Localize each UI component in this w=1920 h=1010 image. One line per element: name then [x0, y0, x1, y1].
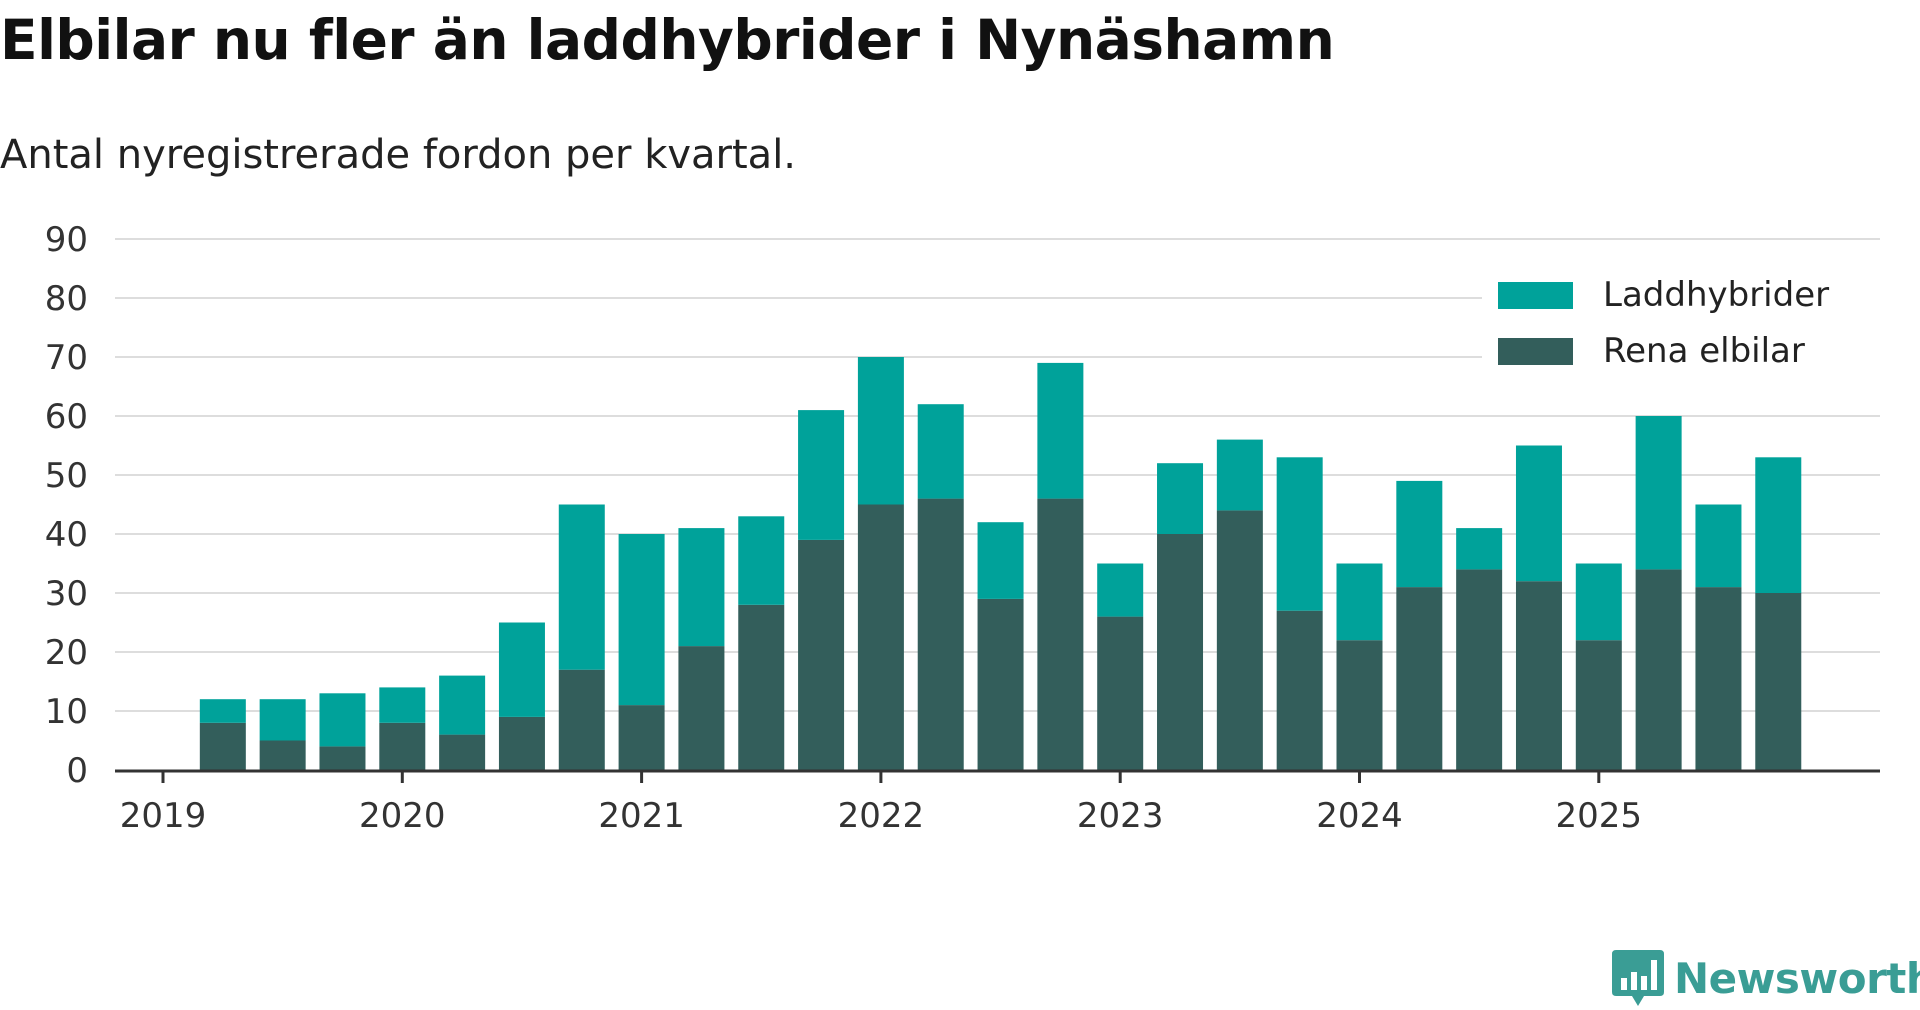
- x-axis: 2019 2020 2021 2022 2023 2024 2025: [115, 769, 1880, 836]
- bar-laddhybrider: [558, 504, 605, 670]
- bar-rena-elbilar: [1575, 640, 1622, 770]
- x-tick-label: 2024: [1316, 796, 1403, 836]
- y-tick-label: 30: [45, 574, 88, 614]
- x-tick-label: 2021: [598, 796, 685, 836]
- bar-laddhybrider: [1097, 563, 1144, 617]
- y-tick-label: 70: [45, 338, 88, 378]
- y-tick-label: 60: [45, 397, 88, 437]
- x-tick-label: 2023: [1077, 796, 1164, 836]
- bar-rena-elbilar: [1695, 587, 1742, 770]
- y-tick-label: 40: [45, 515, 88, 555]
- chart-subtitle: Antal nyregistrerade fordon per kvartal.: [0, 132, 797, 178]
- y-tick-label: 80: [45, 279, 88, 319]
- bar-rena-elbilar: [439, 734, 486, 770]
- bar-laddhybrider: [917, 404, 964, 499]
- bar-laddhybrider: [1336, 563, 1383, 641]
- legend-label-rena-elbilar: Rena elbilar: [1603, 331, 1805, 371]
- x-tick-label: 2022: [838, 796, 925, 836]
- bar-rena-elbilar: [917, 498, 964, 770]
- bar-laddhybrider: [1695, 504, 1742, 588]
- bar-laddhybrider: [857, 357, 904, 505]
- bar-laddhybrider: [1456, 528, 1503, 570]
- bar-rena-elbilar: [618, 705, 665, 770]
- bar-laddhybrider: [1635, 416, 1682, 570]
- legend-label-laddhybrider: Laddhybrider: [1603, 275, 1829, 315]
- legend: Laddhybrider Rena elbilar: [1482, 260, 1920, 380]
- y-tick-label: 90: [45, 220, 88, 260]
- bar-rena-elbilar: [1456, 569, 1503, 770]
- chart-title: Elbilar nu fler än laddhybrider i Nynäsh…: [0, 8, 1335, 72]
- bar-laddhybrider: [379, 687, 426, 723]
- y-tick-label: 50: [45, 456, 88, 496]
- bar-laddhybrider: [977, 522, 1024, 599]
- bar-laddhybrider: [1575, 563, 1622, 641]
- bar-rena-elbilar: [1755, 593, 1802, 770]
- bar-rena-elbilar: [1635, 569, 1682, 770]
- bar-rena-elbilar: [1157, 534, 1204, 770]
- newsworthy-logo-icon: [1612, 950, 1664, 1006]
- bar-rena-elbilar: [857, 504, 904, 770]
- bar-rena-elbilar: [1216, 510, 1263, 770]
- bar-rena-elbilar: [1037, 498, 1084, 770]
- brand-logo-mark: Newsworthy: [1612, 948, 1920, 1008]
- bar-laddhybrider: [259, 699, 306, 741]
- bars: [199, 357, 1802, 770]
- bar-rena-elbilar: [498, 716, 545, 770]
- legend-swatch-rena-elbilar: [1498, 338, 1573, 365]
- bar-rena-elbilar: [1097, 616, 1144, 770]
- bar-rena-elbilar: [1515, 581, 1562, 770]
- bar-rena-elbilar: [738, 604, 785, 770]
- bar-laddhybrider: [1037, 362, 1084, 499]
- bar-rena-elbilar: [199, 722, 246, 770]
- bar-laddhybrider: [319, 693, 366, 747]
- bar-rena-elbilar: [798, 539, 845, 770]
- x-tick-label: 2019: [120, 796, 207, 836]
- stacked-bar-chart: 0 10 20 30 40 50 60 70 80 90 2019 2020 2021 2022 2023…: [44, 220, 1920, 836]
- bar-laddhybrider: [678, 528, 725, 647]
- bar-laddhybrider: [1276, 457, 1323, 611]
- y-tick-label: 0: [66, 751, 88, 791]
- bar-laddhybrider: [1755, 457, 1802, 593]
- bar-laddhybrider: [199, 699, 246, 723]
- bar-rena-elbilar: [678, 646, 725, 770]
- bar-laddhybrider: [498, 622, 545, 717]
- bar-rena-elbilar: [379, 722, 426, 770]
- brand-name: Newsworthy: [1674, 953, 1920, 1003]
- bar-laddhybrider: [1396, 480, 1443, 588]
- bar-rena-elbilar: [1276, 610, 1323, 770]
- bar-rena-elbilar: [977, 598, 1024, 770]
- x-tick-label: 2020: [359, 796, 446, 836]
- legend-swatch-laddhybrider: [1498, 282, 1573, 309]
- y-tick-label: 10: [45, 692, 88, 732]
- bar-rena-elbilar: [1336, 640, 1383, 770]
- y-axis-labels: 0 10 20 30 40 50 60 70 80 90: [45, 220, 88, 791]
- bar-laddhybrider: [618, 534, 665, 706]
- bar-rena-elbilar: [319, 746, 366, 770]
- bar-rena-elbilar: [259, 740, 306, 770]
- bar-laddhybrider: [1157, 463, 1204, 534]
- bar-laddhybrider: [439, 675, 486, 735]
- bar-laddhybrider: [738, 516, 785, 605]
- x-tick-label: 2025: [1556, 796, 1643, 836]
- y-tick-label: 20: [45, 633, 88, 673]
- bar-rena-elbilar: [558, 669, 605, 770]
- bar-rena-elbilar: [1396, 587, 1443, 770]
- bar-laddhybrider: [1515, 445, 1562, 582]
- bar-laddhybrider: [798, 410, 845, 540]
- bar-laddhybrider: [1216, 439, 1263, 511]
